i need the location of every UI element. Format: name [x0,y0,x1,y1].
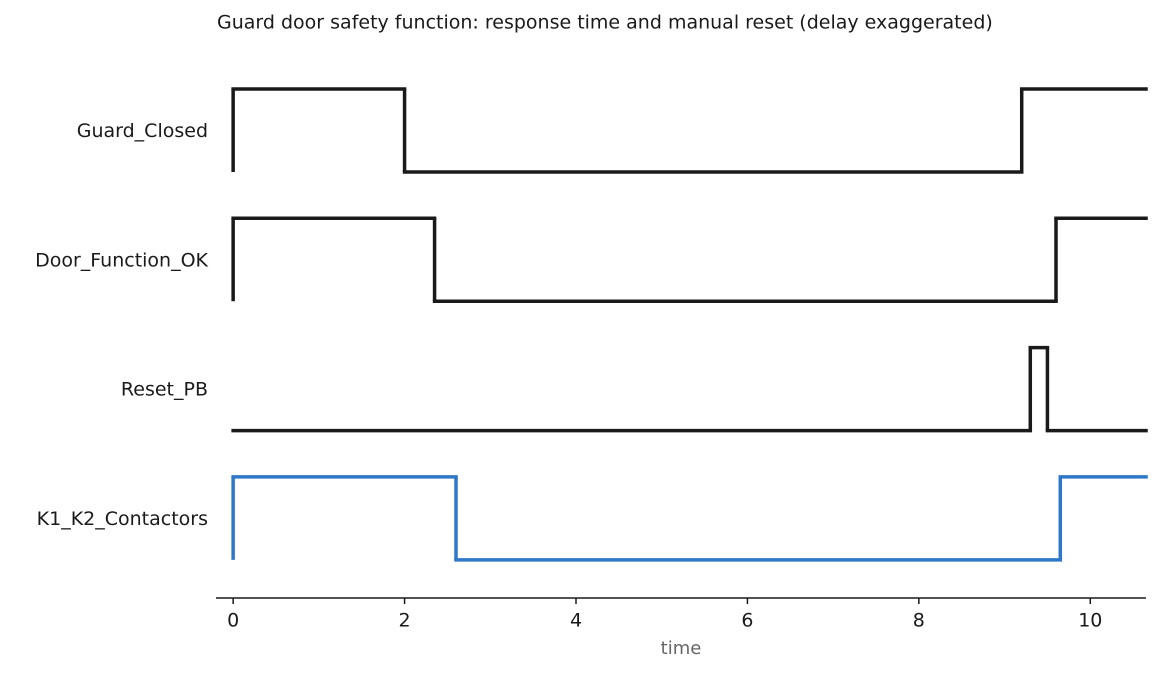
x-tick-label: 6 [741,610,753,632]
signal-label: K1_K2_Contactors [37,508,208,530]
x-tick-label: 8 [913,610,925,632]
signal-label: Guard_Closed [77,120,208,142]
x-axis-label: time [661,638,702,659]
chart-title: Guard door safety function: response tim… [217,12,993,34]
x-tick-label: 2 [399,610,411,632]
x-tick-label: 0 [227,610,239,632]
x-tick-label: 10 [1078,610,1102,632]
signal-label: Reset_PB [121,379,208,401]
signal-label: Door_Function_OK [35,249,208,271]
x-tick-label: 4 [570,610,582,632]
